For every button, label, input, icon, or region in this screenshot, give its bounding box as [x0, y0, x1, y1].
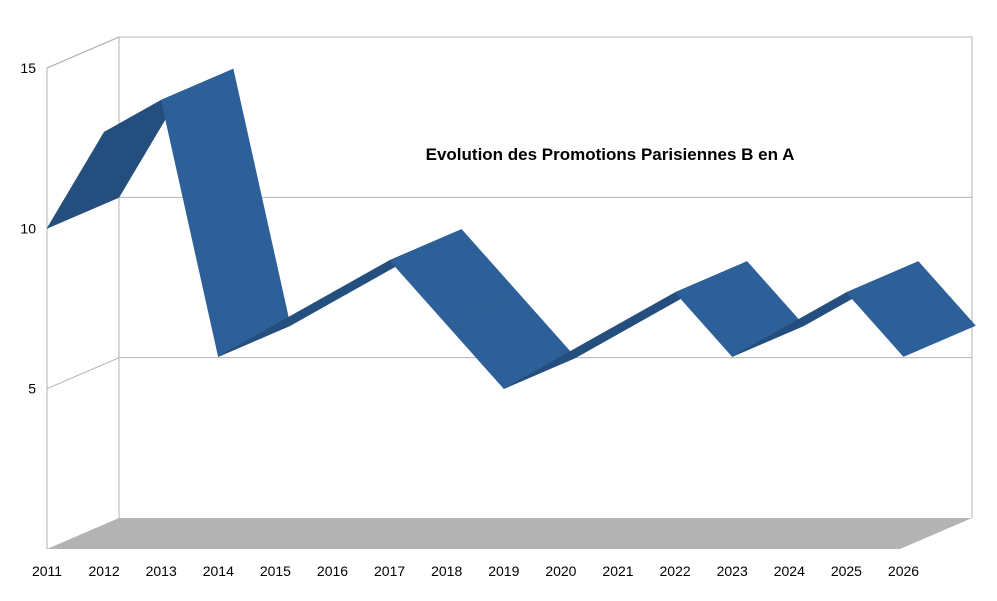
- x-tick-label: 2012: [89, 563, 120, 579]
- x-tick-label: 2017: [374, 563, 405, 579]
- chart-title: Evolution des Promotions Parisiennes B e…: [426, 145, 795, 164]
- ribbon-segment: [845, 261, 976, 357]
- x-tick-label: 2023: [717, 563, 748, 579]
- x-tick-label: 2016: [317, 563, 348, 579]
- x-tick-label: 2011: [32, 563, 62, 579]
- ribbon-segment: [160, 68, 291, 357]
- ribbon-segment: [674, 261, 805, 357]
- x-tick-label: 2022: [660, 563, 691, 579]
- x-tick-label: 2018: [431, 563, 462, 579]
- x-tick-label: 2014: [203, 563, 234, 579]
- ribbon-segment: [46, 100, 177, 229]
- x-axis-ticks: 2011 2012 2013 2014 2015 2016 2017 2018 2019 2020…: [32, 563, 919, 579]
- ribbon-segment: [560, 293, 691, 357]
- y-tick-label: 10: [20, 220, 36, 236]
- left-wall-edge: [46, 36, 120, 549]
- chart-floor: [47, 518, 972, 549]
- gridline-side: [46, 36, 120, 69]
- x-tick-label: 2024: [774, 563, 805, 579]
- x-tick-label: 2021: [602, 563, 633, 579]
- x-tick-label: 2020: [545, 563, 576, 579]
- x-tick-label: 2026: [888, 563, 919, 579]
- y-axis-ticks: 5 10 15: [20, 60, 36, 397]
- x-tick-label: 2015: [260, 563, 291, 579]
- y-tick-label: 5: [28, 381, 36, 397]
- gridline-side: [46, 357, 120, 390]
- floor-plane: [47, 518, 972, 549]
- x-tick-label: 2013: [146, 563, 177, 579]
- x-tick-label: 2019: [488, 563, 519, 579]
- data-ribbon: [46, 68, 976, 389]
- ribbon-segment: [275, 261, 405, 325]
- y-tick-label: 15: [20, 60, 36, 76]
- x-tick-label: 2025: [831, 563, 862, 579]
